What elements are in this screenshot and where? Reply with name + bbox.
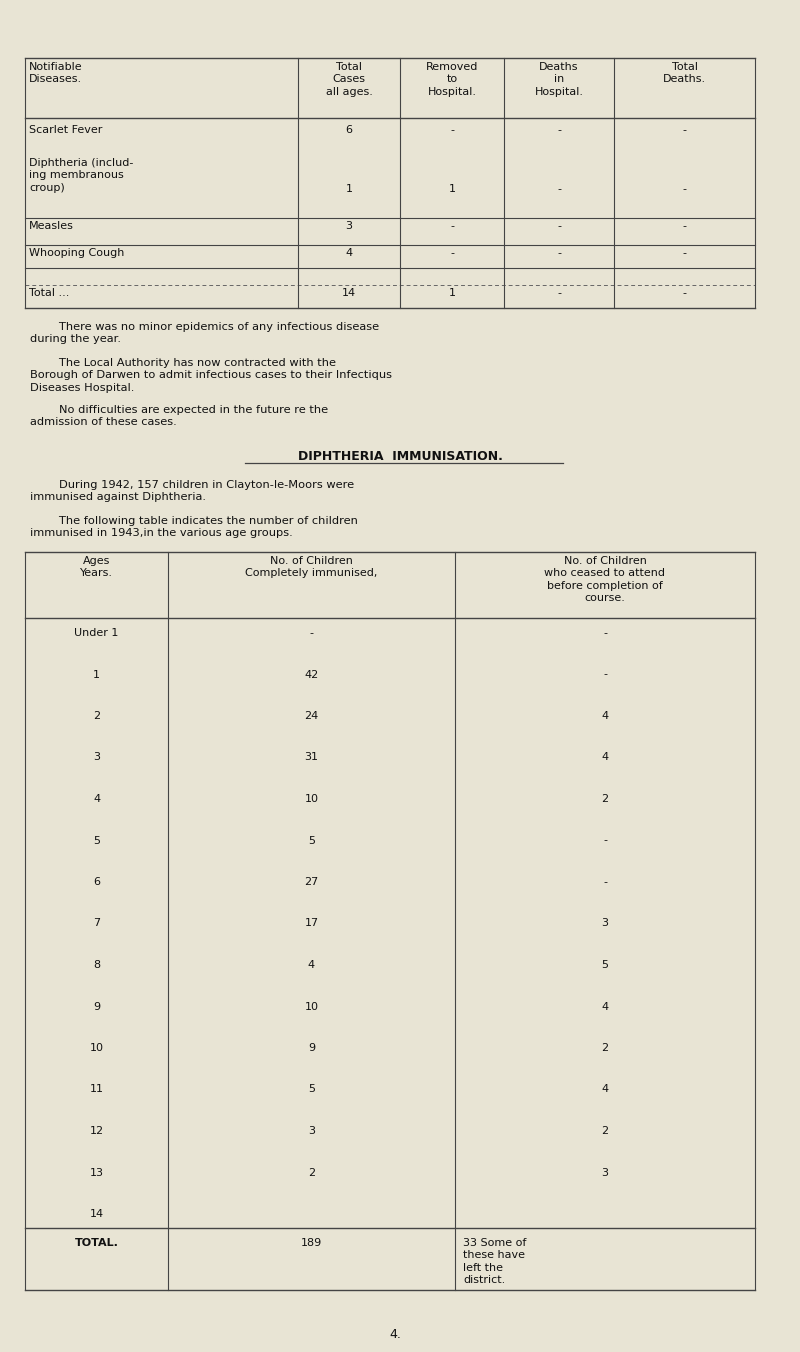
Text: -: -	[557, 124, 561, 135]
Text: 13: 13	[90, 1168, 103, 1178]
Text: 27: 27	[304, 877, 318, 887]
Text: -: -	[682, 220, 686, 231]
Text: 9: 9	[308, 1042, 315, 1053]
Text: 4.: 4.	[389, 1328, 401, 1341]
Text: 12: 12	[90, 1126, 103, 1136]
Text: 5: 5	[308, 836, 315, 845]
Text: -: -	[603, 877, 607, 887]
Text: 4: 4	[602, 711, 609, 721]
Text: Removed
to
Hospital.: Removed to Hospital.	[426, 62, 478, 97]
Text: -: -	[557, 220, 561, 231]
Text: -: -	[682, 124, 686, 135]
Text: 1: 1	[346, 184, 353, 193]
Text: -: -	[557, 288, 561, 297]
Text: -: -	[310, 627, 314, 638]
Text: 3: 3	[93, 753, 100, 763]
Text: 4: 4	[602, 1002, 609, 1011]
Text: -: -	[557, 247, 561, 258]
Text: 17: 17	[305, 918, 318, 929]
Text: 8: 8	[93, 960, 100, 969]
Text: -: -	[682, 288, 686, 297]
Text: Total
Cases
all ages.: Total Cases all ages.	[326, 62, 373, 97]
Text: Total
Deaths.: Total Deaths.	[663, 62, 706, 84]
Text: There was no minor epidemics of any infectious disease
during the year.: There was no minor epidemics of any infe…	[30, 322, 379, 345]
Text: 2: 2	[93, 711, 100, 721]
Text: 5: 5	[308, 1084, 315, 1095]
Text: 24: 24	[304, 711, 318, 721]
Text: -: -	[603, 669, 607, 680]
Text: Deaths
in
Hospital.: Deaths in Hospital.	[534, 62, 583, 97]
Text: 2: 2	[602, 794, 609, 804]
Text: 42: 42	[304, 669, 318, 680]
Text: The Local Authority has now contracted with the
Borough of Darwen to admit infec: The Local Authority has now contracted w…	[30, 358, 392, 393]
Text: 2: 2	[602, 1126, 609, 1136]
Text: -: -	[450, 124, 454, 135]
Text: Under 1: Under 1	[74, 627, 118, 638]
Text: -: -	[603, 627, 607, 638]
Text: 5: 5	[602, 960, 609, 969]
Text: 3: 3	[346, 220, 353, 231]
Text: TOTAL.: TOTAL.	[74, 1238, 118, 1248]
Text: -: -	[557, 184, 561, 193]
Text: 7: 7	[93, 918, 100, 929]
Text: 4: 4	[93, 794, 100, 804]
Text: During 1942, 157 children in Clayton-le-Moors were
immunised against Diphtheria.: During 1942, 157 children in Clayton-le-…	[30, 480, 354, 503]
Text: 3: 3	[602, 918, 609, 929]
Text: Scarlet Fever: Scarlet Fever	[29, 124, 102, 135]
Text: 10: 10	[305, 1002, 318, 1011]
Text: 4: 4	[346, 247, 353, 258]
Text: Measles: Measles	[29, 220, 74, 231]
Text: 5: 5	[93, 836, 100, 845]
Text: 11: 11	[90, 1084, 103, 1095]
Text: 1: 1	[93, 669, 100, 680]
Text: 31: 31	[305, 753, 318, 763]
Text: 10: 10	[305, 794, 318, 804]
Text: -: -	[450, 247, 454, 258]
Text: 10: 10	[90, 1042, 103, 1053]
Text: Notifiable
Diseases.: Notifiable Diseases.	[29, 62, 82, 84]
Text: 3: 3	[602, 1168, 609, 1178]
Text: 189: 189	[301, 1238, 322, 1248]
Text: No. of Children
Completely immunised,: No. of Children Completely immunised,	[246, 556, 378, 579]
Text: 1: 1	[449, 184, 455, 193]
Text: 3: 3	[308, 1126, 315, 1136]
Text: Whooping Cough: Whooping Cough	[29, 247, 124, 258]
Text: 6: 6	[93, 877, 100, 887]
Text: Diphtheria (includ-
ing membranous
croup): Diphtheria (includ- ing membranous croup…	[29, 158, 134, 193]
Text: 4: 4	[602, 753, 609, 763]
Text: 4: 4	[602, 1084, 609, 1095]
Text: DIPHTHERIA  IMMUNISATION.: DIPHTHERIA IMMUNISATION.	[298, 450, 502, 462]
Text: No. of Children
who ceased to attend
before completion of
course.: No. of Children who ceased to attend bef…	[545, 556, 666, 603]
Text: 14: 14	[342, 288, 356, 297]
Text: The following table indicates the number of children
immunised in 1943,in the va: The following table indicates the number…	[30, 516, 358, 538]
Text: 2: 2	[308, 1168, 315, 1178]
Text: -: -	[603, 836, 607, 845]
Text: Ages
Years.: Ages Years.	[80, 556, 113, 579]
Text: -: -	[682, 247, 686, 258]
Text: -: -	[682, 184, 686, 193]
Text: 9: 9	[93, 1002, 100, 1011]
Text: 2: 2	[602, 1042, 609, 1053]
Text: 6: 6	[346, 124, 353, 135]
Text: 33 Some of
these have
left the
district.: 33 Some of these have left the district.	[463, 1238, 526, 1286]
Text: No difficulties are expected in the future re the
admission of these cases.: No difficulties are expected in the futu…	[30, 406, 328, 427]
Text: 4: 4	[308, 960, 315, 969]
Text: 14: 14	[90, 1209, 103, 1220]
Text: Total ...: Total ...	[29, 288, 70, 297]
Text: -: -	[450, 220, 454, 231]
Text: 1: 1	[449, 288, 455, 297]
